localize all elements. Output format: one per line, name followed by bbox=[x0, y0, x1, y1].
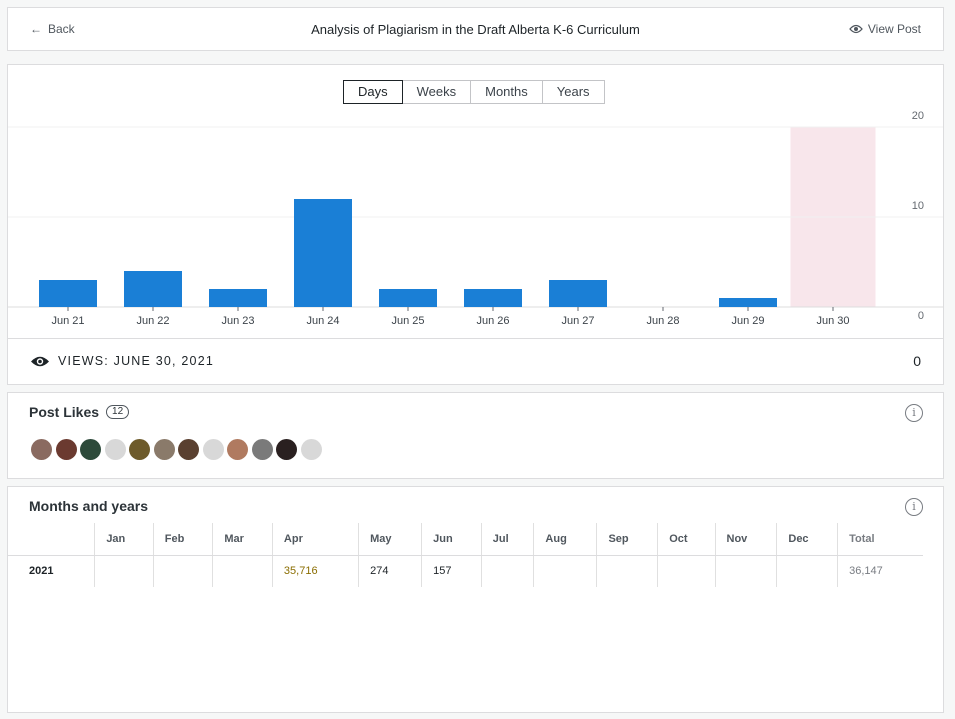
tab-months[interactable]: Months bbox=[470, 80, 543, 104]
column-header: Jan bbox=[94, 523, 154, 556]
y-tick-label: 10 bbox=[912, 200, 924, 212]
x-tick-label: Jun 29 bbox=[731, 315, 764, 327]
views-chart-card: 0 10 20 Jun 21 Jun 22 Jun 23 Jun 24 Jun 25 Jun 2… bbox=[7, 64, 944, 385]
avatar[interactable] bbox=[31, 439, 52, 460]
month-cell: 36,147 bbox=[837, 555, 923, 587]
months-table: Jan Feb Mar Apr May Jun Jul Aug Sep Oct Nov Dec Tota… bbox=[8, 523, 923, 587]
x-tick-label: Jun 26 bbox=[476, 315, 509, 327]
month-cell bbox=[776, 555, 838, 587]
bar-jun-23[interactable] bbox=[209, 289, 267, 307]
bar-jun-21[interactable] bbox=[39, 280, 97, 307]
table-row: 2021 35,716 274 157 36,147 bbox=[8, 555, 923, 587]
x-tick-label: Jun 25 bbox=[391, 315, 424, 327]
column-header: Mar bbox=[212, 523, 273, 556]
avatar[interactable] bbox=[202, 439, 224, 460]
x-tick-label: Jun 22 bbox=[136, 315, 169, 327]
month-cell: 157 bbox=[421, 555, 482, 587]
avatar[interactable] bbox=[153, 439, 175, 460]
avatar[interactable] bbox=[300, 439, 322, 460]
column-header: Apr bbox=[271, 523, 359, 556]
bar-jun-26[interactable] bbox=[464, 289, 522, 307]
header-bar: ← Back Analysis of Plagiarism in the Draf… bbox=[7, 7, 944, 51]
y-tick-label: 20 bbox=[912, 110, 924, 122]
column-header: Aug bbox=[533, 523, 597, 556]
month-cell: 274 bbox=[358, 555, 422, 587]
bar-chart: 0 10 20 Jun 21 Jun 22 Jun 23 Jun 24 Jun 25 Jun 2… bbox=[8, 110, 943, 327]
x-tick-label: Jun 21 bbox=[51, 315, 84, 327]
post-likes-card: Post Likes 12 i bbox=[7, 392, 944, 479]
month-cell bbox=[480, 555, 534, 587]
view-post-label: View Post bbox=[867, 22, 921, 36]
y-tick-label: 0 bbox=[918, 310, 924, 322]
tab-years[interactable]: Years bbox=[541, 80, 605, 104]
avatar[interactable] bbox=[104, 439, 126, 460]
x-tick-label: Jun 23 bbox=[221, 315, 254, 327]
view-post-link[interactable]: View Post bbox=[849, 22, 921, 36]
column-header: Jun bbox=[421, 523, 482, 556]
month-cell bbox=[212, 555, 273, 587]
column-header: Oct bbox=[657, 523, 715, 556]
x-tick-label: Jun 28 bbox=[646, 315, 679, 327]
bar-jun-27[interactable] bbox=[549, 280, 607, 307]
period-tabs: Days Weeks Months Years bbox=[343, 80, 605, 104]
year-cell: 2021 bbox=[29, 565, 54, 578]
column-header: Dec bbox=[776, 523, 838, 556]
page-title: Analysis of Plagiarism in the Draft Albe… bbox=[311, 22, 640, 37]
column-header: Nov bbox=[714, 523, 777, 556]
column-header: Feb bbox=[152, 523, 213, 556]
avatar[interactable] bbox=[251, 439, 273, 460]
tab-weeks[interactable]: Weeks bbox=[401, 80, 472, 104]
avatar[interactable] bbox=[227, 439, 248, 460]
month-cell bbox=[152, 555, 213, 587]
months-years-title: Months and years bbox=[29, 498, 149, 514]
avatar[interactable] bbox=[178, 439, 199, 460]
bar-jun-29[interactable] bbox=[719, 298, 777, 307]
month-cell bbox=[533, 555, 597, 587]
column-header: Sep bbox=[596, 523, 658, 556]
months-years-card: Months and years i Jan Feb Mar Apr May Jun Jul… bbox=[7, 486, 944, 713]
x-tick-label: Jun 30 bbox=[816, 315, 849, 327]
post-likes-title: Post Likes bbox=[29, 404, 100, 420]
views-date-label: VIEWS: JUNE 30, 2021 bbox=[58, 354, 215, 368]
views-count: 0 bbox=[913, 353, 921, 369]
arrow-left-icon: ← bbox=[30, 22, 42, 36]
column-header: Total bbox=[837, 523, 923, 556]
x-tick-label: Jun 27 bbox=[561, 315, 594, 327]
info-icon[interactable]: i bbox=[905, 404, 923, 422]
column-header: May bbox=[358, 523, 422, 556]
avatar[interactable] bbox=[129, 439, 150, 460]
bar-jun-24[interactable] bbox=[294, 199, 352, 307]
month-cell: 35,716 bbox=[271, 555, 359, 587]
back-label: Back bbox=[48, 22, 75, 36]
month-cell bbox=[596, 555, 658, 587]
column-header: Jul bbox=[480, 523, 534, 556]
views-summary: VIEWS: JUNE 30, 2021 0 bbox=[8, 338, 943, 385]
avatar[interactable] bbox=[55, 439, 77, 460]
bar-jun-22[interactable] bbox=[124, 271, 182, 307]
eye-icon bbox=[31, 356, 49, 366]
bar-jun-25[interactable] bbox=[379, 289, 437, 307]
tab-days[interactable]: Days bbox=[343, 80, 403, 104]
x-tick-label: Jun 24 bbox=[306, 315, 339, 327]
likes-count-badge: 12 bbox=[106, 405, 130, 419]
eye-icon bbox=[849, 24, 863, 34]
liker-avatars bbox=[31, 439, 322, 460]
month-cell bbox=[714, 555, 777, 587]
avatar[interactable] bbox=[276, 439, 297, 460]
back-button[interactable]: ← Back bbox=[30, 22, 75, 36]
month-cell bbox=[657, 555, 715, 587]
month-cell bbox=[94, 555, 154, 587]
column-header bbox=[8, 523, 95, 556]
avatar[interactable] bbox=[80, 439, 101, 460]
info-icon[interactable]: i bbox=[905, 498, 923, 516]
